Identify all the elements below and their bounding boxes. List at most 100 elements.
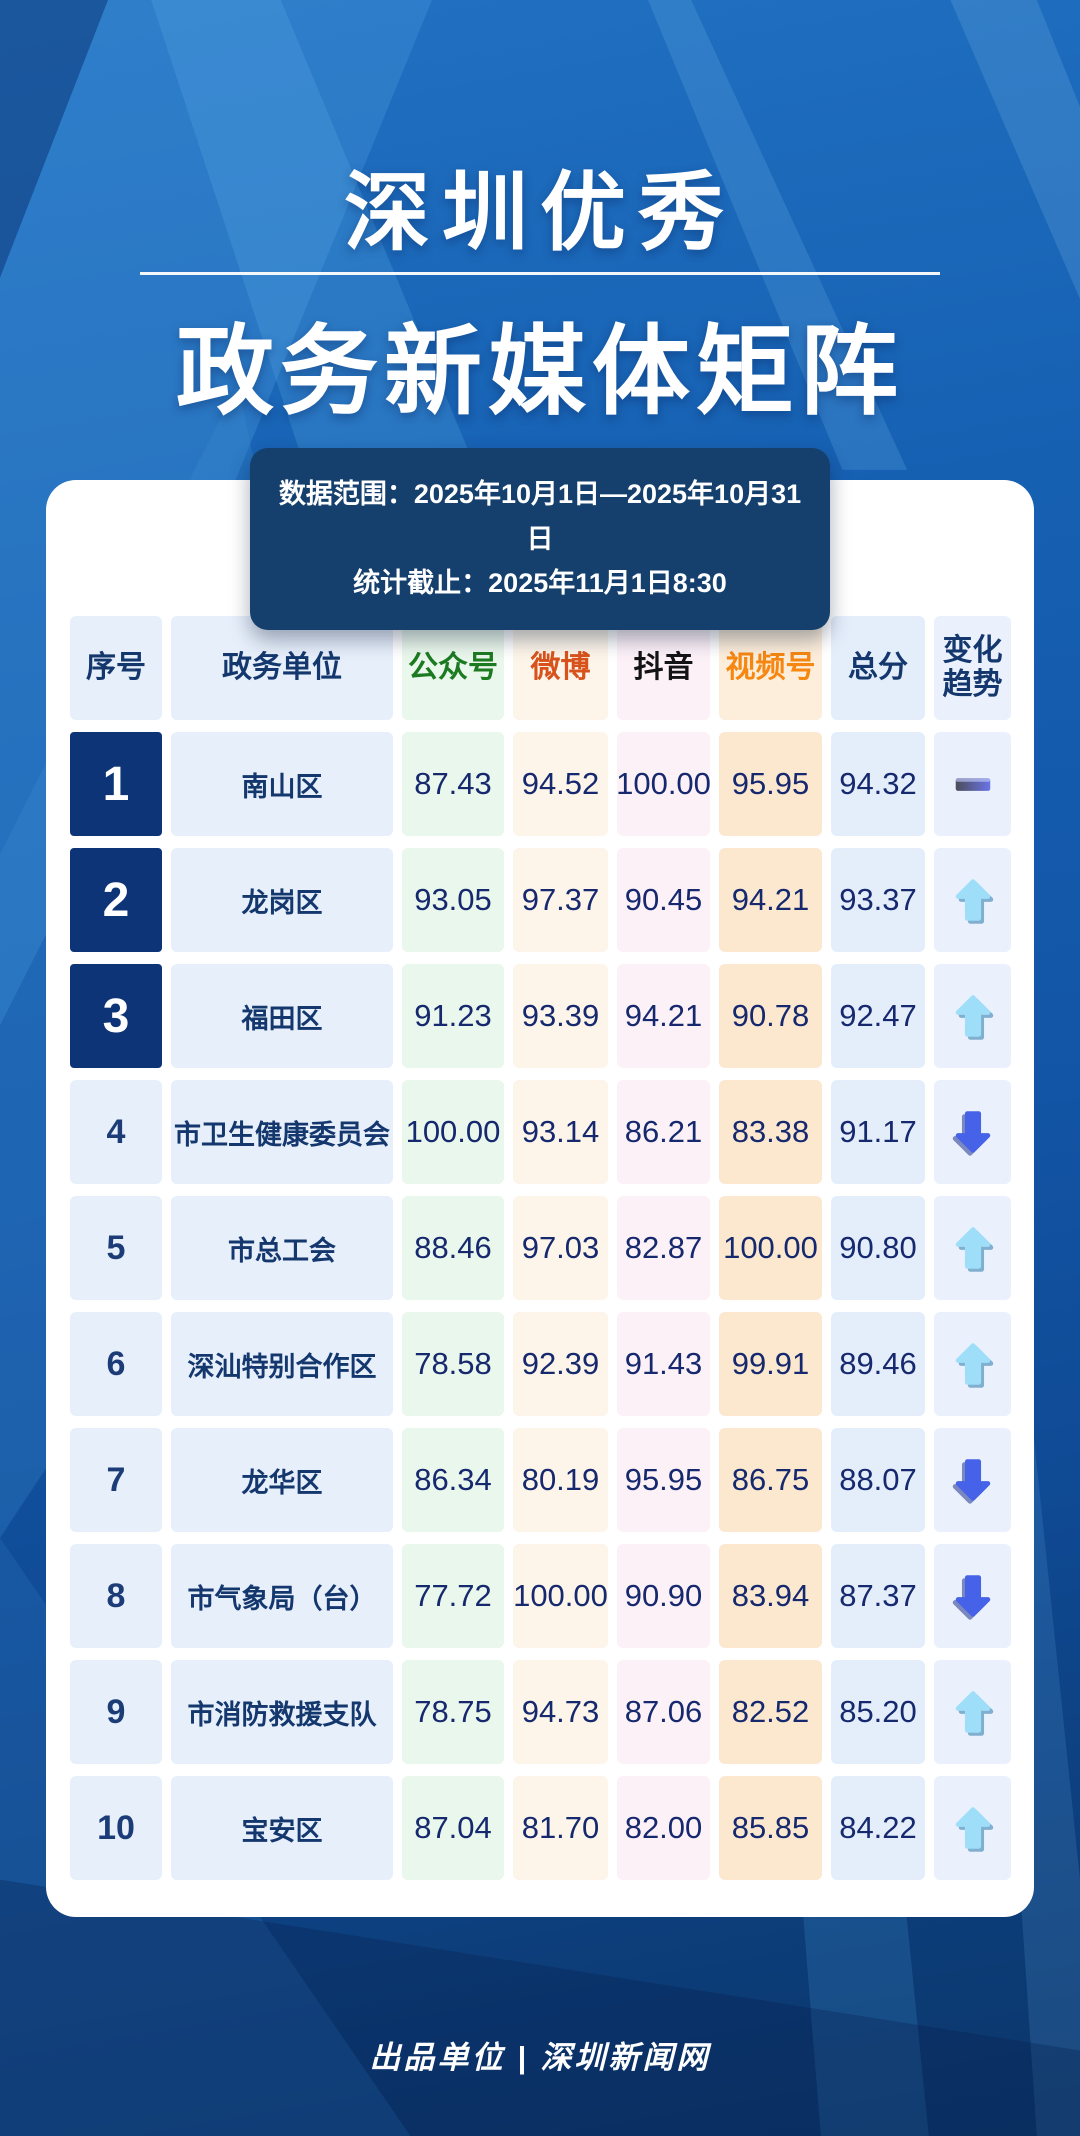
weibo-score-cell: 80.19 [513, 1428, 608, 1532]
column-header-rank: 序号 [70, 616, 162, 720]
wechat-score-cell: 78.75 [402, 1660, 504, 1764]
trend-down-icon [953, 1573, 993, 1619]
rank-cell: 10 [70, 1776, 162, 1880]
weibo-score-cell: 81.70 [513, 1776, 608, 1880]
video-score-cell: 82.52 [719, 1660, 822, 1764]
unit-name-cell: 市消防救援支队 [171, 1660, 393, 1764]
trend-cell [934, 1312, 1011, 1416]
column-header-total: 总分 [831, 616, 925, 720]
douyin-score-cell: 90.90 [617, 1544, 710, 1648]
unit-name-cell: 宝安区 [171, 1776, 393, 1880]
poster-title-line2: 政务新媒体矩阵 [175, 316, 904, 426]
total-score-cell: 84.22 [831, 1776, 925, 1880]
unit-name-cell: 深汕特别合作区 [171, 1312, 393, 1416]
trend-down-icon [953, 1109, 993, 1155]
wechat-score-cell: 86.34 [402, 1428, 504, 1532]
date-range-text: 数据范围：2025年10月1日—2025年10月31日 [278, 479, 802, 554]
trend-cell [934, 964, 1011, 1068]
poster-title-line1: 深圳优秀 [344, 165, 736, 261]
video-score-cell: 83.94 [719, 1544, 822, 1648]
wechat-score-cell: 93.05 [402, 848, 504, 952]
rank-cell: 8 [70, 1544, 162, 1648]
column-header-wechat: 公众号 [402, 616, 504, 720]
total-score-cell: 88.07 [831, 1428, 925, 1532]
douyin-score-cell: 82.00 [617, 1776, 710, 1880]
credit-footer: 出品单位 | 深圳新闻网 [369, 2040, 711, 2075]
trend-up-icon [953, 1805, 993, 1851]
video-score-cell: 94.21 [719, 848, 822, 952]
trend-cell [934, 1776, 1011, 1880]
column-header-trend: 变化趋势 [934, 616, 1011, 720]
wechat-score-cell: 87.43 [402, 732, 504, 836]
trend-cell [934, 1660, 1011, 1764]
column-header-weibo: 微博 [513, 616, 608, 720]
wechat-score-cell: 87.04 [402, 1776, 504, 1880]
rank-cell: 3 [70, 964, 162, 1068]
trend-up-icon [953, 1341, 993, 1387]
total-score-cell: 90.80 [831, 1196, 925, 1300]
trend-flat-icon [955, 778, 990, 791]
trend-cell [934, 848, 1011, 952]
trend-down-icon [953, 1457, 993, 1503]
video-score-cell: 86.75 [719, 1428, 822, 1532]
wechat-score-cell: 91.23 [402, 964, 504, 1068]
douyin-score-cell: 95.95 [617, 1428, 710, 1532]
trend-up-icon [953, 1689, 993, 1735]
rank-cell: 5 [70, 1196, 162, 1300]
wechat-score-cell: 77.72 [402, 1544, 504, 1648]
weibo-score-cell: 100.00 [513, 1544, 608, 1648]
title-divider [140, 272, 940, 275]
column-header-video: 视频号 [719, 616, 822, 720]
video-score-cell: 90.78 [719, 964, 822, 1068]
trend-up-icon [953, 993, 993, 1039]
wechat-score-cell: 88.46 [402, 1196, 504, 1300]
douyin-score-cell: 100.00 [616, 732, 711, 836]
stats-deadline-text: 统计截止：2025年11月1日8:30 [353, 568, 727, 599]
douyin-score-cell: 91.43 [617, 1312, 710, 1416]
wechat-score-cell: 78.58 [402, 1312, 504, 1416]
rank-cell: 7 [70, 1428, 162, 1532]
ranking-card: 序号 政务单位 公众号 微博 抖音 视频号 总分 变化趋势 1 南山区 87.4… [46, 480, 1034, 1917]
rank-cell: 9 [70, 1660, 162, 1764]
column-header-douyin: 抖音 [617, 616, 710, 720]
total-score-cell: 87.37 [831, 1544, 925, 1648]
trend-cell [934, 1196, 1011, 1300]
total-score-cell: 94.32 [831, 732, 925, 836]
trend-cell [934, 1080, 1011, 1184]
total-score-cell: 85.20 [831, 1660, 925, 1764]
weibo-score-cell: 97.03 [513, 1196, 608, 1300]
video-score-cell: 99.91 [719, 1312, 822, 1416]
douyin-score-cell: 82.87 [617, 1196, 710, 1300]
total-score-cell: 89.46 [831, 1312, 925, 1416]
unit-name-cell: 龙华区 [171, 1428, 393, 1532]
video-score-cell: 83.38 [719, 1080, 822, 1184]
total-score-cell: 93.37 [831, 848, 925, 952]
douyin-score-cell: 87.06 [617, 1660, 710, 1764]
weibo-score-cell: 97.37 [513, 848, 608, 952]
weibo-score-cell: 93.14 [513, 1080, 608, 1184]
column-header-unit: 政务单位 [171, 616, 393, 720]
unit-name-cell: 南山区 [171, 732, 393, 836]
douyin-score-cell: 94.21 [617, 964, 710, 1068]
wechat-score-cell: 100.00 [402, 1080, 504, 1184]
video-score-cell: 95.95 [719, 732, 822, 836]
weibo-score-cell: 93.39 [513, 964, 608, 1068]
weibo-score-cell: 94.52 [513, 732, 608, 836]
douyin-score-cell: 86.21 [617, 1080, 710, 1184]
rank-cell: 6 [70, 1312, 162, 1416]
unit-name-cell: 市总工会 [171, 1196, 393, 1300]
unit-name-cell: 市气象局（台） [171, 1544, 393, 1648]
rank-cell: 2 [70, 848, 162, 952]
video-score-cell: 100.00 [719, 1196, 822, 1300]
weibo-score-cell: 94.73 [513, 1660, 608, 1764]
douyin-score-cell: 90.45 [617, 848, 710, 952]
trend-cell [934, 1428, 1011, 1532]
ranking-table: 序号 政务单位 公众号 微博 抖音 视频号 总分 变化趋势 1 南山区 87.4… [70, 616, 1011, 1880]
video-score-cell: 85.85 [719, 1776, 822, 1880]
total-score-cell: 92.47 [831, 964, 925, 1068]
unit-name-cell: 市卫生健康委员会 [171, 1080, 393, 1184]
rank-cell: 1 [70, 732, 162, 836]
trend-up-icon [953, 877, 993, 923]
total-score-cell: 91.17 [831, 1080, 925, 1184]
